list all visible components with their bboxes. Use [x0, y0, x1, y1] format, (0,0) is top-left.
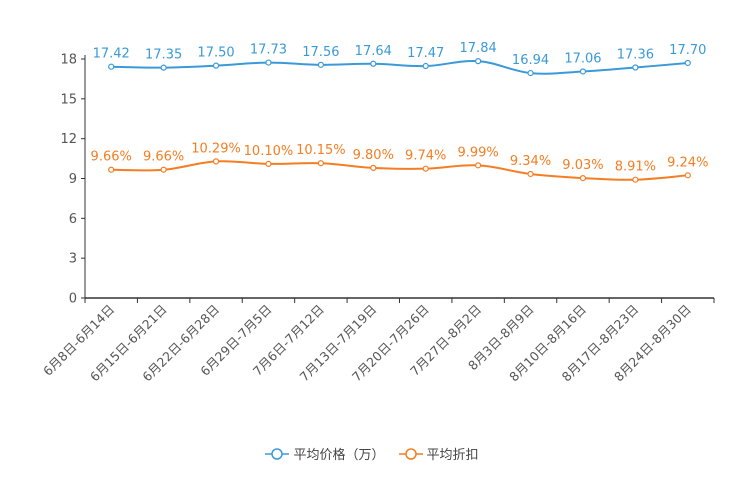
data-point	[108, 166, 115, 173]
legend-marker-price-icon	[265, 447, 290, 460]
data-label: 9.74%	[405, 149, 446, 164]
data-point	[527, 69, 534, 77]
data-label: 17.84	[460, 41, 497, 56]
data-label: 17.73	[250, 43, 287, 58]
data-point	[475, 162, 482, 169]
data-point	[632, 64, 639, 71]
data-point	[632, 176, 639, 183]
data-point	[265, 160, 272, 167]
data-label: 17.47	[407, 46, 444, 61]
data-point	[160, 166, 167, 173]
data-point	[317, 61, 324, 68]
data-point	[527, 170, 534, 178]
data-label: 17.42	[93, 47, 130, 62]
legend: 平均价格（万） 平均折扣	[0, 444, 744, 463]
data-label: 17.50	[197, 46, 234, 61]
y-tick-label: 0	[69, 292, 77, 307]
data-label: 10.15%	[296, 143, 346, 158]
line-chart: 03691215186月8日-6月14日6月15日-6月21日6月22日-6月2…	[40, 41, 715, 384]
data-label: 17.64	[355, 44, 392, 59]
data-label: 17.70	[669, 43, 706, 58]
legend-label-price: 平均价格（万）	[293, 448, 385, 463]
data-label: 16.94	[512, 53, 549, 68]
data-label: 17.06	[564, 51, 601, 66]
data-point	[422, 62, 429, 70]
data-label: 17.35	[145, 48, 182, 63]
series-line-1	[111, 160, 688, 181]
data-label: 9.66%	[91, 150, 132, 165]
data-point	[579, 68, 587, 75]
data-point	[422, 165, 429, 172]
data-point	[475, 58, 482, 65]
legend-label-discount: 平均折扣	[426, 448, 479, 463]
y-tick-label: 18	[60, 53, 77, 68]
data-point	[265, 59, 272, 66]
y-tick-label: 6	[69, 212, 77, 227]
data-label: 9.80%	[353, 148, 394, 163]
data-label: 9.66%	[143, 150, 184, 165]
data-point	[370, 164, 377, 171]
data-label: 10.29%	[191, 141, 241, 156]
legend-item-discount[interactable]: 平均折扣	[398, 444, 479, 463]
data-label: 9.99%	[457, 145, 498, 160]
data-point	[317, 160, 324, 167]
data-point	[684, 59, 691, 67]
data-point	[370, 60, 377, 67]
legend-marker-discount-icon	[398, 447, 423, 460]
y-tick-label: 15	[60, 92, 77, 107]
legend-item-price[interactable]: 平均价格（万）	[265, 444, 385, 463]
data-label: 9.34%	[510, 154, 551, 169]
data-label: 8.91%	[615, 160, 656, 175]
data-label: 9.03%	[562, 158, 603, 173]
data-point	[160, 64, 167, 71]
data-point	[684, 172, 691, 179]
data-label: 10.10%	[244, 144, 294, 159]
y-tick-label: 3	[69, 252, 77, 267]
data-label: 9.24%	[667, 155, 708, 170]
data-point	[108, 63, 115, 70]
data-label: 17.56	[302, 45, 339, 60]
y-tick-label: 9	[69, 172, 77, 187]
y-tick-label: 12	[60, 132, 77, 147]
data-label: 17.36	[617, 47, 654, 62]
series-line-0	[111, 59, 688, 75]
data-point	[579, 175, 587, 182]
data-point	[212, 158, 220, 165]
data-point	[212, 62, 220, 69]
